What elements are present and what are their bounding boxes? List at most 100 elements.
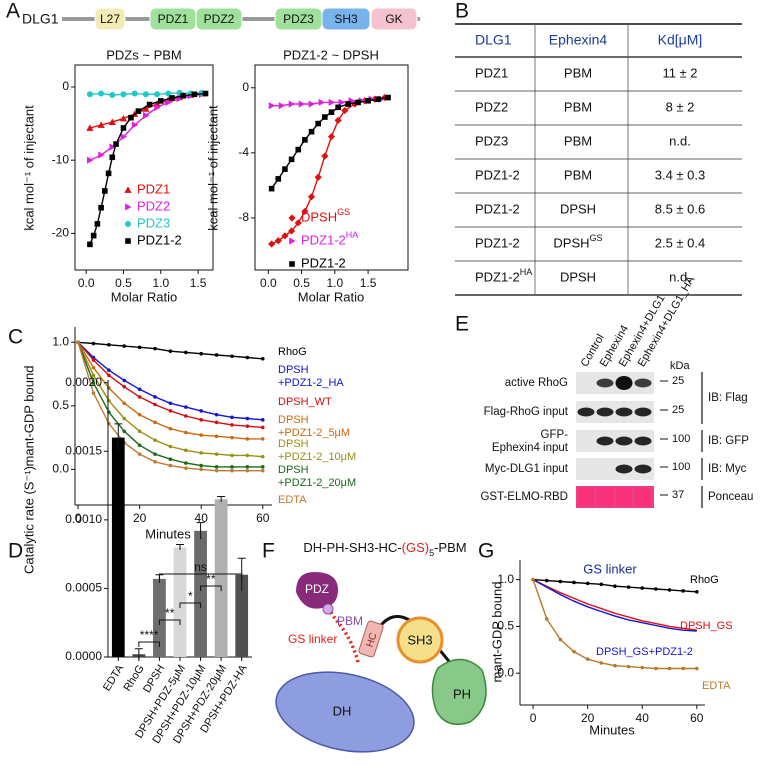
data-point bbox=[245, 424, 250, 428]
table-cell: PBM bbox=[564, 167, 592, 182]
domain-label: L27 bbox=[100, 12, 120, 26]
data-point bbox=[681, 666, 685, 671]
hc-segment bbox=[358, 620, 384, 658]
data-point bbox=[544, 578, 549, 583]
domain-label: PDZ2 bbox=[204, 12, 235, 26]
table-cell: PBM bbox=[564, 133, 592, 148]
chart-title: PDZ1-2 ~ DPSH bbox=[283, 47, 379, 62]
data-point bbox=[245, 465, 250, 469]
text-line: +PDZ1-2_10μM bbox=[278, 451, 356, 463]
data-point bbox=[558, 637, 563, 642]
y-axis-label: mant-GDP bound bbox=[21, 366, 36, 467]
data-point bbox=[157, 98, 164, 104]
size-marker: 37 bbox=[672, 489, 684, 501]
bar bbox=[235, 574, 249, 657]
table-header: Kd[μM] bbox=[658, 32, 703, 48]
series-line bbox=[532, 578, 697, 632]
data-point bbox=[135, 108, 142, 114]
data-point bbox=[275, 176, 282, 182]
data-point bbox=[154, 91, 161, 98]
data-point bbox=[180, 92, 186, 99]
data-point bbox=[122, 344, 127, 348]
table-cell: PDZ1-2 bbox=[475, 201, 520, 216]
significance-bracket bbox=[138, 641, 160, 647]
series-label: DPSH_GS+PDZ1-2 bbox=[596, 646, 693, 658]
data-point bbox=[345, 101, 351, 107]
series-label: EDTA bbox=[702, 680, 731, 692]
data-point bbox=[122, 378, 127, 383]
significance-label: * bbox=[188, 589, 193, 603]
superscript: GS bbox=[590, 233, 603, 243]
domain-label: SH3 bbox=[334, 12, 358, 26]
data-point bbox=[137, 412, 142, 417]
data-point bbox=[119, 114, 128, 122]
data-point bbox=[288, 156, 295, 163]
data-point bbox=[168, 444, 173, 449]
error-bar bbox=[114, 423, 123, 452]
y-tick-label: 0.0005 bbox=[65, 581, 102, 595]
data-point bbox=[94, 221, 101, 227]
data-point bbox=[91, 341, 96, 346]
panel-letter: C bbox=[8, 326, 23, 349]
gs-linker bbox=[328, 609, 360, 663]
data-point bbox=[626, 585, 631, 589]
row-label: GFP-Ephexin4 input bbox=[492, 429, 569, 454]
data-point bbox=[295, 146, 302, 153]
hc-label: HC bbox=[365, 631, 380, 648]
data-point bbox=[131, 121, 139, 129]
table-cell: 8.5 ± 0.6 bbox=[655, 201, 706, 216]
data-point bbox=[531, 577, 535, 582]
data-point bbox=[214, 434, 219, 439]
data-point bbox=[87, 241, 93, 248]
x-tick-label: 1.5 bbox=[360, 276, 377, 290]
x-axis-label: Minutes bbox=[589, 722, 635, 737]
text-line: +PDZ1-2_5μM bbox=[278, 427, 350, 439]
table-cell: PDZ2 bbox=[475, 99, 508, 114]
table-cell: n.d. bbox=[669, 133, 691, 148]
series-label: DPSH +PDZ1-2_HA bbox=[278, 364, 344, 389]
data-point bbox=[318, 98, 326, 107]
x-tick-label: 1.5 bbox=[190, 276, 207, 290]
error-bar bbox=[217, 496, 226, 503]
pdz-label: PDZ bbox=[305, 582, 329, 596]
data-point bbox=[87, 156, 94, 164]
data-point bbox=[245, 437, 250, 441]
data-point bbox=[355, 99, 361, 106]
blot-band bbox=[596, 436, 614, 446]
legend-label: PDZ1-2 bbox=[301, 255, 346, 270]
table-cell: PDZ1-2 bbox=[475, 167, 520, 182]
data-point bbox=[613, 663, 617, 668]
y-tick-label: 0.5 bbox=[52, 398, 69, 412]
data-point bbox=[287, 227, 296, 235]
text-line: DPSH bbox=[278, 464, 309, 476]
legend-marker bbox=[124, 186, 132, 193]
data-point bbox=[599, 661, 604, 665]
data-point bbox=[288, 100, 296, 108]
data-point bbox=[260, 425, 265, 430]
data-point bbox=[137, 443, 142, 448]
bar bbox=[111, 437, 125, 657]
x-tick-label: 1.0 bbox=[326, 276, 343, 290]
row-label: GST-ELMO-RBD bbox=[480, 491, 568, 503]
y-tick-label: 1.0 bbox=[52, 334, 69, 348]
x-tick-label: 0.5 bbox=[293, 276, 310, 290]
data-point bbox=[91, 373, 96, 378]
series-label: RhoG bbox=[690, 574, 719, 586]
error-bar bbox=[176, 544, 184, 551]
data-point bbox=[153, 438, 157, 442]
data-point bbox=[153, 459, 157, 464]
data-point bbox=[169, 95, 175, 101]
dh-label: DH bbox=[333, 703, 352, 718]
data-point bbox=[137, 387, 142, 392]
text-line: GFP- bbox=[541, 429, 569, 441]
blot-band bbox=[577, 407, 595, 417]
data-point bbox=[230, 468, 234, 473]
x-tick-label: 0.5 bbox=[115, 276, 132, 290]
antibody-label: IB: Flag bbox=[708, 392, 748, 404]
data-point bbox=[109, 143, 116, 151]
data-point bbox=[122, 416, 127, 421]
blot-strip bbox=[576, 401, 654, 423]
panel-letter: A bbox=[6, 0, 20, 23]
data-point bbox=[184, 461, 188, 465]
panel-letter: B bbox=[455, 0, 469, 23]
